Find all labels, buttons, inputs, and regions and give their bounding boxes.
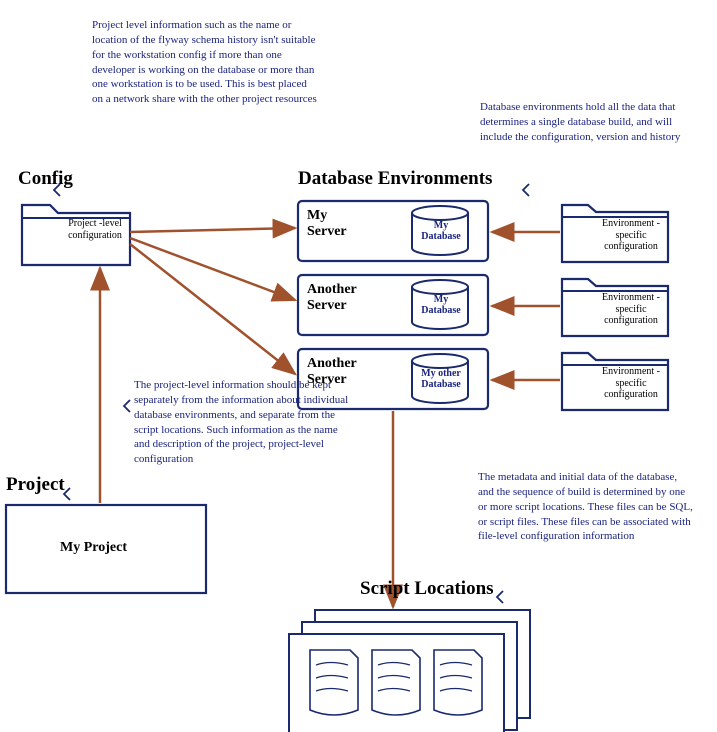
angle-mark-dbenv bbox=[523, 184, 529, 196]
config-folder-label: Project -level configuration bbox=[60, 218, 130, 241]
server1-db: My Database bbox=[415, 220, 467, 242]
heading-db-env: Database Environments bbox=[298, 168, 492, 190]
annotation-config: Project level information such as the na… bbox=[92, 18, 317, 107]
arrow-config-to-server1 bbox=[130, 228, 295, 232]
env-folder2-label: Environment -specific configuration bbox=[592, 292, 670, 327]
server2-name: Another Server bbox=[307, 282, 357, 314]
server3-db: My other Database bbox=[412, 368, 470, 390]
env-folder1-label: Environment -specific configuration bbox=[592, 218, 670, 253]
angle-mark-scripts bbox=[497, 591, 503, 603]
heading-project: Project bbox=[6, 474, 65, 496]
annotation-scripts: The metadata and initial data of the dat… bbox=[478, 470, 693, 544]
arrow-config-to-server2 bbox=[130, 238, 295, 300]
annotation-dbenv: Database environments hold all the data … bbox=[480, 100, 695, 145]
heading-script-loc: Script Locations bbox=[360, 578, 494, 600]
script-docs-stack bbox=[289, 610, 530, 732]
server2-db: My Database bbox=[415, 294, 467, 316]
server3-name: Another Server bbox=[307, 356, 357, 388]
server1-name: My Server bbox=[307, 208, 347, 240]
heading-config: Config bbox=[18, 168, 73, 190]
angle-mark-projnote bbox=[124, 400, 130, 412]
project-box-label: My Project bbox=[60, 540, 127, 556]
arrow-config-to-server3 bbox=[130, 244, 295, 374]
env-folder3-label: Environment -specific configuration bbox=[592, 366, 670, 401]
annotation-project: The project-level information should be … bbox=[134, 378, 354, 467]
